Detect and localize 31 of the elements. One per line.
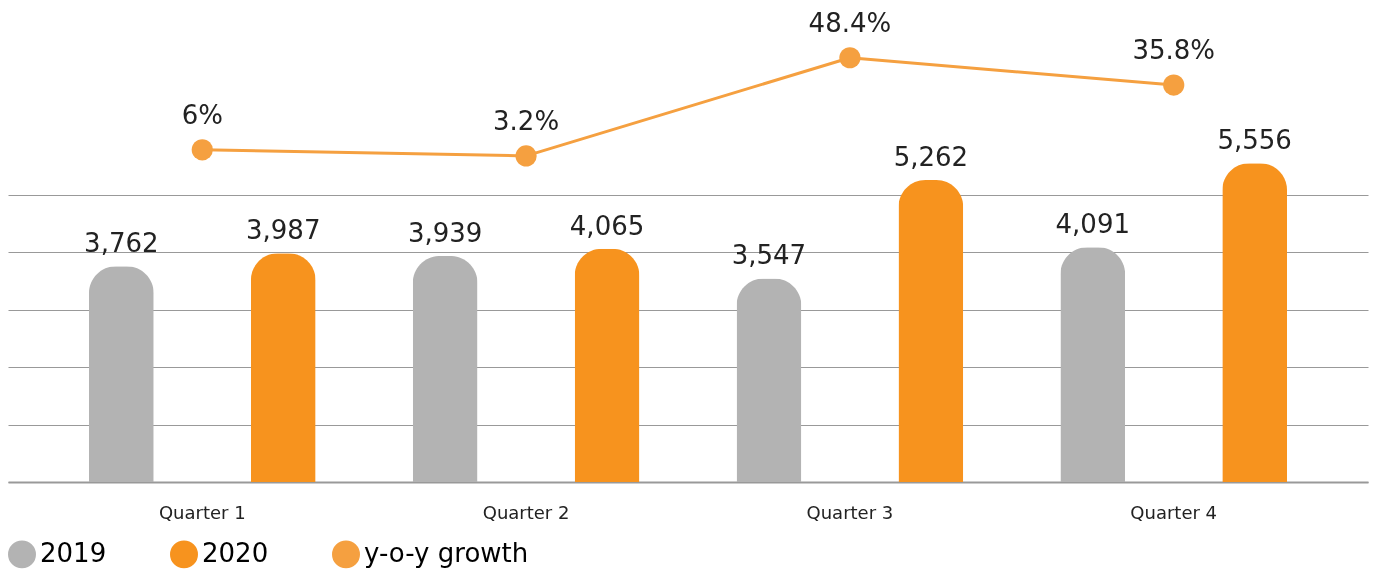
data-label: 3,547 bbox=[731, 240, 807, 271]
legend-label: y-o-y growth bbox=[364, 538, 529, 569]
data-label: 3,762 bbox=[84, 228, 159, 259]
data-label: 5,556 bbox=[1217, 125, 1292, 156]
data-label: 6% bbox=[181, 99, 223, 130]
x-tick-label: Quarter 1 bbox=[158, 501, 246, 523]
data-label: 3.2% bbox=[493, 105, 560, 136]
point bbox=[515, 145, 537, 167]
data-label: 4,091 bbox=[1055, 209, 1130, 240]
bar bbox=[1060, 247, 1126, 482]
bar bbox=[412, 255, 478, 482]
point bbox=[839, 47, 861, 69]
data-label: 35.8% bbox=[1132, 35, 1216, 66]
bar bbox=[250, 253, 316, 482]
data-label: 4,065 bbox=[569, 210, 645, 241]
data-label: 3,939 bbox=[407, 217, 483, 248]
x-tick-label: Quarter 3 bbox=[806, 501, 894, 523]
bar bbox=[898, 180, 964, 482]
x-tick-label: Quarter 2 bbox=[482, 501, 570, 523]
point bbox=[1163, 74, 1185, 96]
data-label: 48.4% bbox=[808, 7, 892, 38]
bar bbox=[1222, 163, 1288, 482]
x-tick-label: Quarter 4 bbox=[1130, 501, 1218, 523]
legend-label: 2019 bbox=[40, 538, 107, 569]
point bbox=[191, 139, 213, 161]
data-label: 5,262 bbox=[893, 142, 969, 173]
bar bbox=[736, 278, 802, 482]
data-label: 3,987 bbox=[246, 215, 321, 246]
bar bbox=[88, 266, 154, 482]
bar bbox=[574, 248, 640, 482]
legend-label: 2020 bbox=[202, 538, 269, 569]
